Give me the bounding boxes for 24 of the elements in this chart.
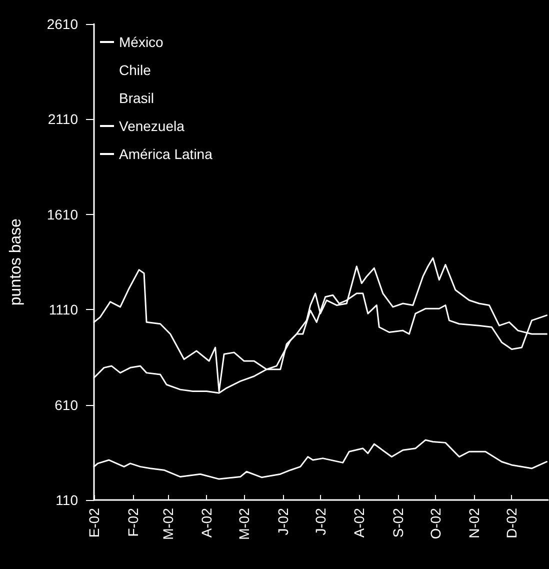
y-tick-label: 2110 [48, 111, 78, 128]
x-tick-label: J-02 [274, 508, 291, 536]
x-tick-label: A-02 [351, 508, 368, 538]
x-tick-label: A-02 [198, 508, 215, 538]
y-tick-label: 1610 [46, 206, 78, 222]
x-tick-label: F-02 [124, 508, 141, 537]
text: Brasil [119, 90, 154, 106]
legend-label: Venezuela [119, 118, 185, 134]
legend-label: México [119, 34, 164, 50]
legend-label: América Latina [119, 146, 213, 162]
x-tick-label: S-02 [390, 508, 406, 538]
x-tick-label: D-02 [504, 508, 520, 538]
x-tick-label: N-02 [466, 508, 482, 538]
x-tick-label: E-02 [86, 508, 102, 538]
x-tick-label: O-02 [427, 508, 444, 540]
y-tick-label: 610 [54, 396, 78, 413]
y-axis-title: puntos base [8, 218, 24, 306]
y-tick-label: 110 [56, 492, 78, 508]
text: Chile [119, 62, 152, 78]
y-tick-label: 2610 [46, 16, 78, 32]
x-tick-label: J-02 [312, 508, 328, 536]
x-tick-label: M-02 [160, 508, 176, 540]
y-tick-label: 1110 [48, 302, 78, 318]
x-tick-label: M-02 [236, 508, 252, 540]
